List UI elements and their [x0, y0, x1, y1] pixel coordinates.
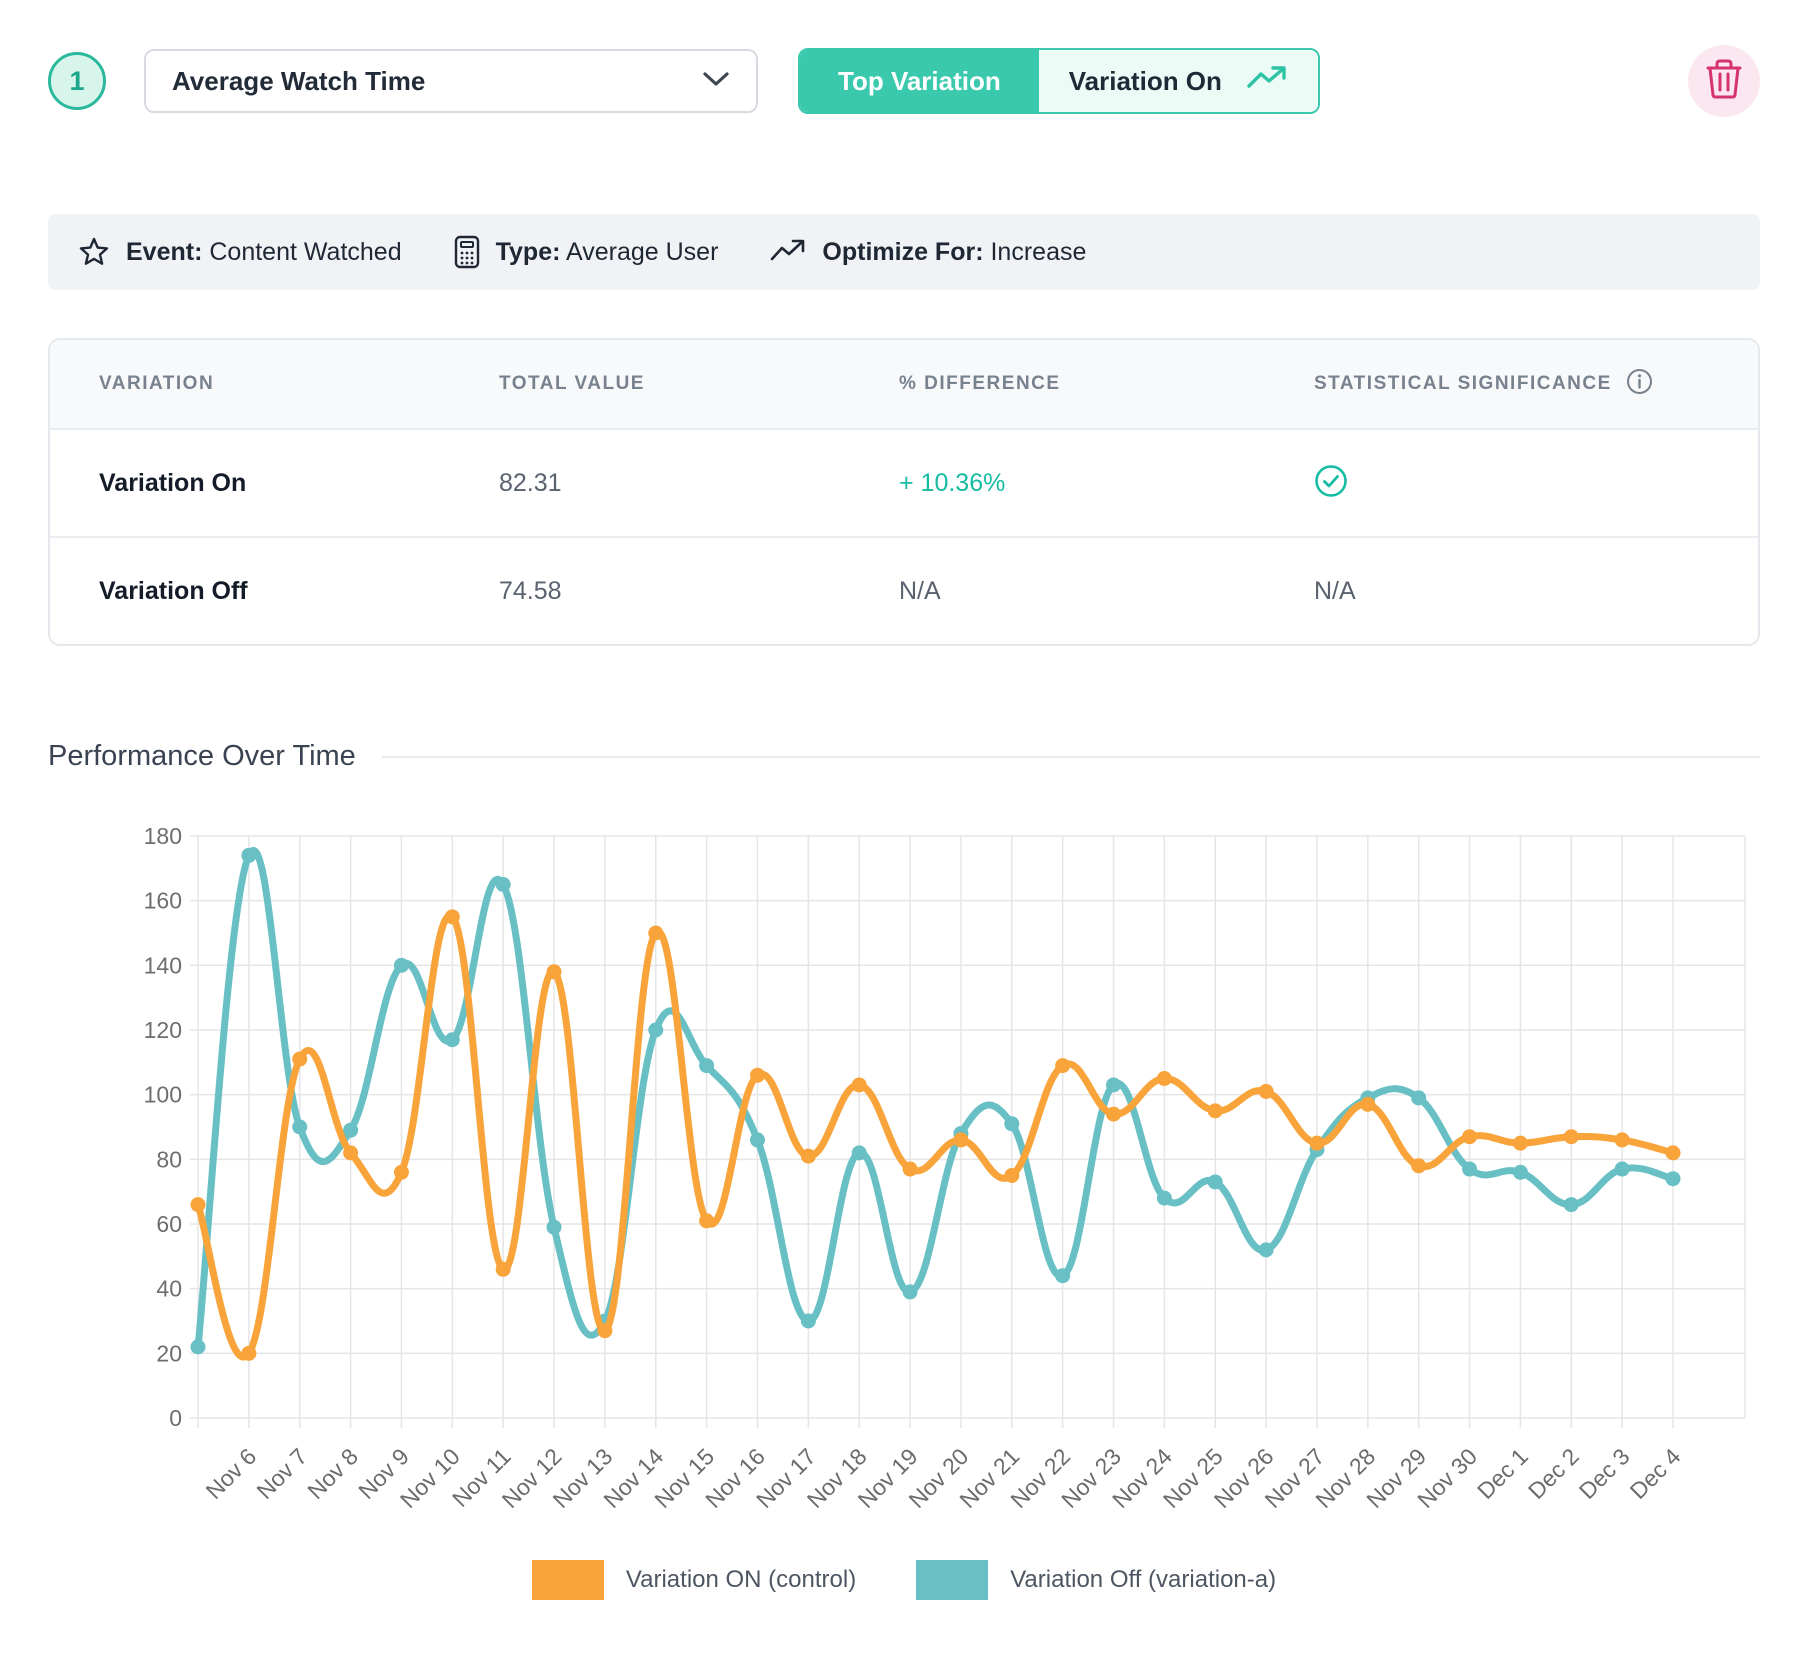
metric-dropdown-value: Average Watch Time — [172, 65, 426, 96]
svg-text:80: 80 — [156, 1146, 182, 1172]
svg-text:120: 120 — [144, 1017, 182, 1043]
metric-index-badge: 1 — [48, 52, 106, 110]
summary-optimize-value: Increase — [990, 237, 1087, 266]
toggle-variation-on-label: Variation On — [1068, 65, 1222, 96]
svg-text:40: 40 — [156, 1276, 182, 1302]
svg-text:100: 100 — [144, 1082, 182, 1108]
legend-swatch-teal — [916, 1560, 989, 1600]
table-header-row: VARIATION TOTAL VALUE % DIFFERENCE STATI… — [50, 340, 1758, 428]
legend-swatch-orange — [531, 1560, 604, 1600]
column-header-significance: STATISTICAL SIGNIFICANCE — [1314, 368, 1758, 401]
variation-toggle-group: Top Variation Variation On — [798, 48, 1320, 114]
toggle-top-variation-label: Top Variation — [838, 65, 1001, 96]
column-header-variation: VARIATION — [99, 373, 215, 394]
svg-text:20: 20 — [156, 1340, 182, 1366]
legend-label-variation-on: Variation ON (control) — [625, 1566, 857, 1593]
svg-text:Dec 2: Dec 2 — [1523, 1443, 1584, 1504]
svg-text:Dec 1: Dec 1 — [1472, 1443, 1533, 1504]
info-icon[interactable] — [1626, 368, 1653, 401]
column-header-total-value: TOTAL VALUE — [499, 373, 645, 394]
summary-event-label: Event: — [126, 237, 203, 266]
svg-text:Dec 3: Dec 3 — [1574, 1443, 1635, 1504]
chart-legend: Variation ON (control) Variation Off (va… — [48, 1560, 1760, 1600]
svg-text:60: 60 — [156, 1211, 182, 1237]
chevron-down-icon — [702, 70, 730, 93]
toggle-top-variation[interactable]: Top Variation — [800, 50, 1039, 112]
metric-index-number: 1 — [69, 65, 85, 96]
legend-label-variation-off: Variation Off (variation-a) — [1010, 1566, 1277, 1593]
check-circle-icon — [1314, 464, 1348, 502]
metric-summary-bar: Event: Content Watched Type: Average Use… — [48, 214, 1760, 290]
significance-value: N/A — [1314, 576, 1356, 605]
summary-optimize-label: Optimize For: — [822, 237, 984, 266]
summary-event: Event: Content Watched — [78, 236, 402, 268]
variation-name: Variation On — [99, 468, 247, 497]
svg-text:Dec 4: Dec 4 — [1625, 1443, 1686, 1504]
summary-type: Type: Average User — [454, 235, 719, 269]
toggle-variation-on[interactable]: Variation On — [1038, 50, 1318, 112]
calculator-icon — [454, 235, 480, 269]
variation-name: Variation Off — [99, 576, 248, 605]
table-row-variation-off: Variation Off 74.58 N/A N/A — [50, 536, 1758, 644]
trash-icon — [1706, 59, 1742, 104]
column-header-difference: % DIFFERENCE — [899, 373, 1061, 394]
variation-results-table: VARIATION TOTAL VALUE % DIFFERENCE STATI… — [48, 338, 1760, 646]
legend-item-variation-on[interactable]: Variation ON (control) — [531, 1560, 857, 1600]
title-divider — [381, 755, 1760, 758]
percent-difference: + 10.36% — [899, 468, 1006, 497]
total-value: 74.58 — [499, 576, 562, 605]
svg-text:140: 140 — [144, 952, 182, 978]
summary-event-value: Content Watched — [209, 237, 402, 266]
summary-type-label: Type: — [495, 237, 561, 266]
svg-text:180: 180 — [144, 823, 182, 849]
trend-up-icon — [1246, 64, 1288, 99]
chart-title-row: Performance Over Time — [48, 740, 1760, 773]
svg-text:160: 160 — [144, 888, 182, 914]
star-icon — [78, 236, 110, 268]
svg-text:Nov 7: Nov 7 — [251, 1443, 312, 1504]
svg-text:Nov 8: Nov 8 — [302, 1443, 363, 1504]
svg-text:Nov 6: Nov 6 — [201, 1443, 262, 1504]
chart-title: Performance Over Time — [48, 740, 356, 772]
summary-type-value: Average User — [566, 237, 719, 266]
trend-arrow-icon — [770, 239, 806, 265]
total-value: 82.31 — [499, 468, 562, 497]
legend-item-variation-off[interactable]: Variation Off (variation-a) — [916, 1560, 1276, 1600]
table-row-variation-on: Variation On 82.31 + 10.36% — [50, 428, 1758, 536]
metric-dropdown[interactable]: Average Watch Time — [144, 49, 758, 113]
svg-text:0: 0 — [169, 1405, 182, 1431]
summary-optimize: Optimize For: Increase — [770, 238, 1086, 267]
percent-difference: N/A — [899, 576, 941, 605]
significance-check — [1314, 464, 1758, 503]
metric-header-row: 1 Average Watch Time Top Variation Varia… — [48, 45, 1760, 117]
delete-metric-button[interactable] — [1688, 45, 1760, 117]
